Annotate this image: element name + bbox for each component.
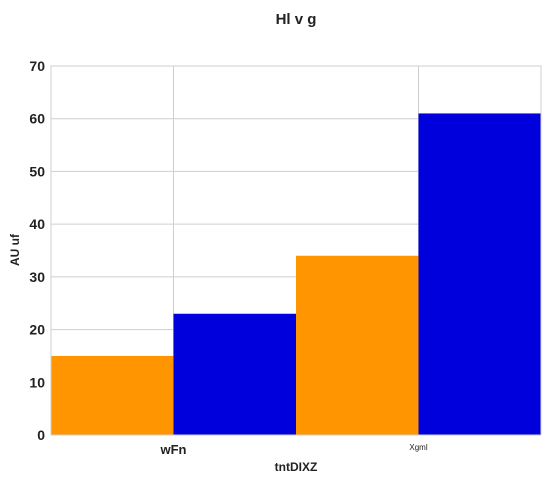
bar-layer [51,113,541,435]
y-tick-label: 70 [29,58,45,74]
x-tick-label: wFn [160,442,187,457]
y-tick-label: 60 [29,111,45,127]
bar-xgml-series-1 [296,255,419,435]
bar-wfn-series-1 [51,355,174,435]
tick-layer: 0 10 20 30 40 50 60 70 wFn Xgml [29,58,427,457]
y-tick-label: 0 [37,427,45,443]
y-tick-label: 10 [29,374,45,390]
y-tick-label: 50 [29,163,45,179]
chart-title: Hl v g [276,11,317,28]
y-tick-label: 20 [29,322,45,338]
y-tick-label: 30 [29,269,45,285]
plot-frame [50,65,542,436]
bar-xgml-series-2 [418,113,541,435]
x-tick-label: Xgml [409,443,427,452]
y-tick-label: 40 [29,216,45,232]
x-axis-label: tntDIXZ [275,460,318,474]
bar-wfn-series-2 [173,313,296,435]
y-axis-label: AU uf [8,233,22,266]
